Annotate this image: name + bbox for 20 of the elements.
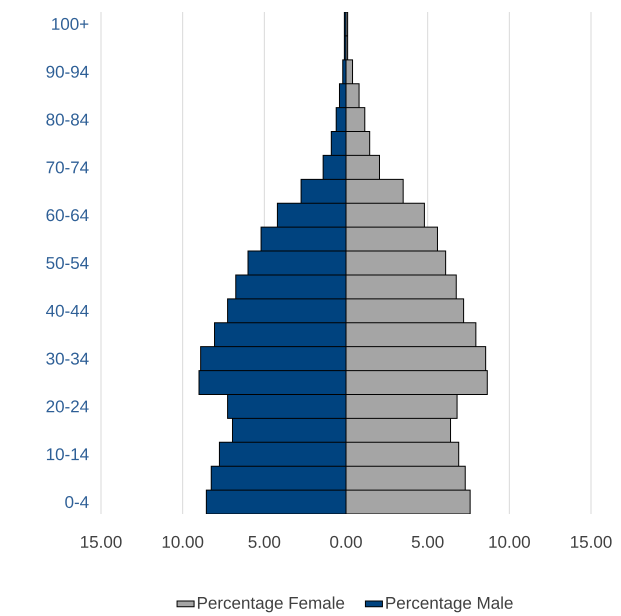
y-tick-label: 40-44 xyxy=(46,304,89,317)
y-tick-label: 50-54 xyxy=(46,256,89,270)
x-tick-label: 10.00 xyxy=(162,536,204,548)
x-tick-label: 15.00 xyxy=(571,536,612,548)
y-tick-label: 60-64 xyxy=(46,209,89,222)
y-tick-label: 100+ xyxy=(52,18,88,30)
legend-label: Percentage Female xyxy=(198,596,344,612)
y-tick-label: 20-24 xyxy=(46,400,89,412)
y-tick-label: 90-94 xyxy=(46,66,89,78)
y-tick-label: 0-4 xyxy=(65,496,89,508)
x-tick-label: 0.00 xyxy=(330,536,362,548)
x-tick-label: 15.00 xyxy=(81,536,122,548)
y-tick-label: 30-34 xyxy=(46,352,89,365)
y-tick-label: 70-74 xyxy=(46,161,89,174)
x-tick-label: 5.00 xyxy=(248,536,280,548)
x-tick-label: 5.00 xyxy=(412,536,444,548)
x-tick-label: 10.00 xyxy=(489,536,530,548)
legend-label: Percentage Male xyxy=(386,596,513,612)
y-tick-label: 10-14 xyxy=(46,448,89,460)
y-tick-label: 80-84 xyxy=(46,114,89,126)
